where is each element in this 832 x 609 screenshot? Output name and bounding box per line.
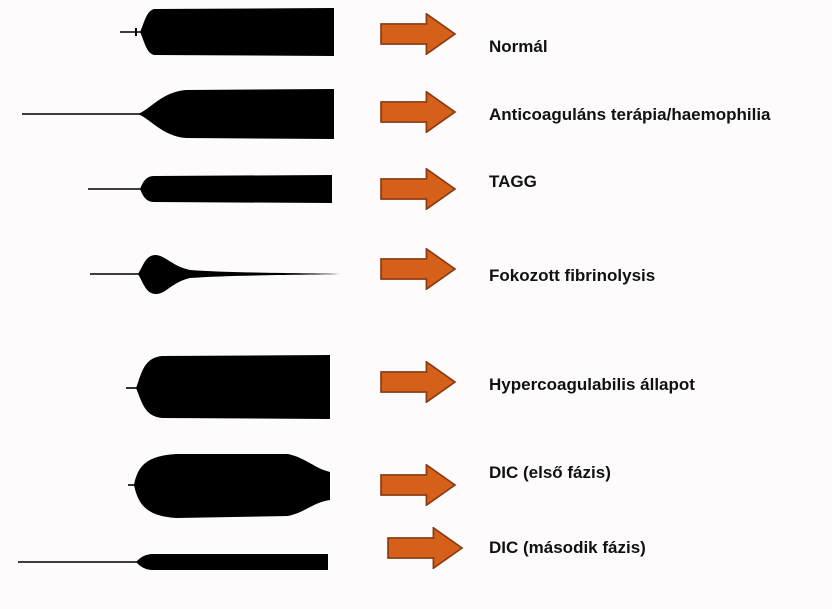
pattern-label-normal: Normál <box>489 37 548 56</box>
arrow-icon <box>387 527 463 569</box>
teg-dic-second-phase-trace-icon <box>18 554 328 570</box>
pattern-label-dic-second-phase: DIC (második fázis) <box>489 538 646 557</box>
arrow-icon <box>380 13 456 55</box>
teg-fibrinolysis-trace-icon <box>90 255 340 294</box>
teg-dic-first-phase-trace-icon <box>128 454 330 518</box>
arrow-icon <box>380 361 456 403</box>
pattern-label-anticoagulant: Anticoaguláns terápia/haemophilia <box>489 105 771 124</box>
pattern-label-fibrinolysis: Fokozott fibrinolysis <box>489 266 656 285</box>
pattern-label-dic-first-phase: DIC (első fázis) <box>489 463 611 482</box>
arrow-icon <box>380 248 456 290</box>
arrow-icon <box>380 168 456 210</box>
teg-normal-trace-icon <box>120 8 334 56</box>
teg-hypercoagulable-trace-icon <box>126 355 330 419</box>
pattern-label-tagg: TAGG <box>489 172 537 191</box>
teg-tagg-trace-icon <box>88 175 332 203</box>
arrow-icon <box>380 91 456 133</box>
teg-anticoagulant-trace-icon <box>22 89 334 139</box>
pattern-label-hypercoagulable: Hypercoagulabilis állapot <box>489 375 695 394</box>
arrow-icon <box>380 464 456 506</box>
